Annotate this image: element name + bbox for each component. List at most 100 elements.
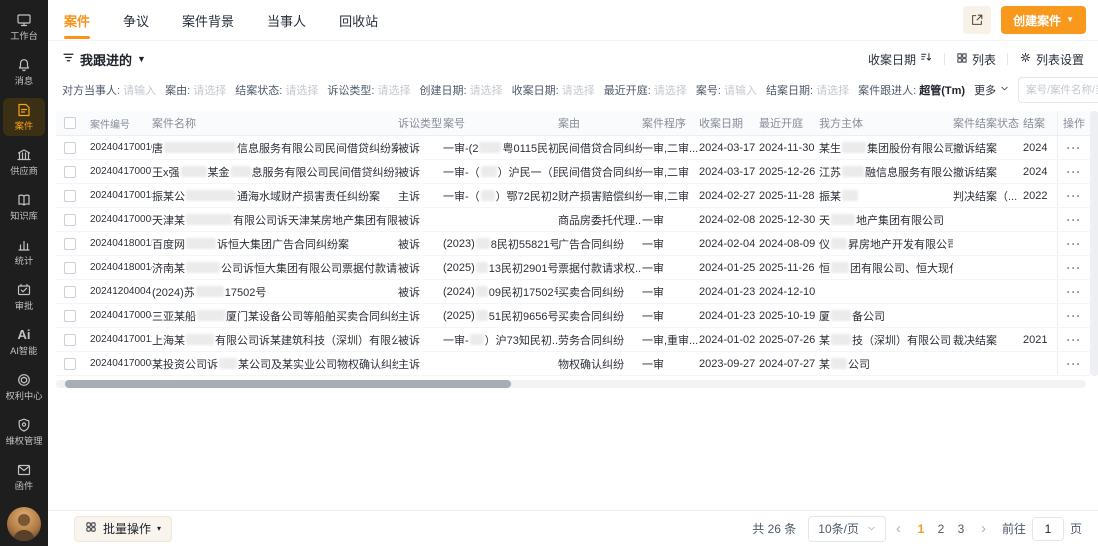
filter-recent-hearing[interactable]: 最近开庭: 请选择: [604, 82, 687, 98]
user-avatar[interactable]: [7, 507, 41, 541]
cell-party: 某技（深圳）有限公司: [819, 334, 951, 347]
row-checkbox[interactable]: [64, 333, 76, 346]
page-3[interactable]: 3: [957, 521, 965, 536]
goto-page-input[interactable]: [1031, 516, 1064, 541]
sort-field-control[interactable]: 收案日期: [868, 51, 933, 68]
sidebar-item-cases[interactable]: 案件: [3, 98, 45, 136]
filter-follower[interactable]: 案件跟进人: 超管(Tm): [858, 82, 965, 98]
sidebar-item-letters[interactable]: 函件: [3, 458, 45, 496]
row-checkbox[interactable]: [64, 285, 76, 298]
list-view-toggle[interactable]: 列表: [956, 51, 996, 68]
prev-page-button[interactable]: ‹: [895, 520, 901, 537]
next-page-button[interactable]: ›: [980, 520, 986, 537]
filter-case-number[interactable]: 案号: 请输入: [696, 82, 757, 98]
sidebar-item-rights-center[interactable]: 权利中心: [3, 368, 45, 406]
sidebar-item-messages[interactable]: 消息: [3, 53, 45, 91]
row-checkbox[interactable]: [64, 237, 76, 250]
case-icon: [18, 103, 30, 117]
row-checkbox[interactable]: [64, 189, 76, 202]
cell-type: 主诉: [398, 190, 420, 203]
cell-party: 厦备公司: [819, 310, 885, 323]
row-actions-button[interactable]: ···: [1066, 284, 1082, 299]
tab-case[interactable]: 案件: [62, 0, 92, 42]
cell-d1: 2024-02-04: [699, 237, 756, 250]
cell-no: 202412040041: [90, 286, 152, 297]
row-actions-button[interactable]: ···: [1066, 188, 1082, 203]
redacted-text: [831, 238, 847, 249]
sidebar-item-suppliers[interactable]: 供应商: [3, 143, 45, 181]
row-checkbox[interactable]: [64, 309, 76, 322]
filter-close-status[interactable]: 结案状态: 请选择: [235, 82, 318, 98]
row-actions-button[interactable]: ···: [1066, 356, 1082, 371]
cell-proc: 一审: [642, 286, 664, 299]
filter-label: 结案日期:: [766, 85, 817, 97]
page-size-select[interactable]: 10条/页: [808, 515, 886, 542]
cell-act: ···: [1057, 328, 1090, 351]
row-actions-button[interactable]: ···: [1066, 236, 1082, 251]
header-checkbox[interactable]: [64, 117, 76, 129]
view-controls: 收案日期 列表 列表设置: [868, 51, 1084, 68]
row-checkbox[interactable]: [64, 165, 76, 178]
cell-num: [443, 352, 558, 375]
row-actions-button[interactable]: ···: [1066, 260, 1082, 275]
export-button[interactable]: [963, 6, 992, 34]
case-table: 案件编号 案件名称 诉讼类型 案号 案由 案件程序 收案日期 最近开庭 我方主体 案件结案状态 结案…: [56, 111, 1098, 376]
sidebar-item-label: 供应商: [10, 166, 38, 177]
tab-case-background[interactable]: 案件背景: [182, 13, 235, 29]
col-header-type: 诉讼类型: [398, 118, 442, 130]
cell-name: 振某公 通海水域财产损害责任纠纷案: [152, 190, 380, 203]
tab-parties[interactable]: 当事人: [267, 13, 307, 29]
sidebar-item-knowledge-base[interactable]: 知识库: [3, 188, 45, 226]
filter-create-date[interactable]: 创建日期: 请选择: [420, 82, 503, 98]
filter-value: 请输入: [724, 85, 757, 97]
table-header-row: 案件编号 案件名称 诉讼类型 案号 案由 案件程序 收案日期 最近开庭 我方主体 案件结案状态 结案…: [56, 111, 1090, 136]
vertical-scrollbar[interactable]: [1090, 111, 1098, 376]
row-checkbox[interactable]: [64, 213, 76, 226]
caret-down-icon: ▼: [137, 53, 146, 64]
sidebar-item-workbench[interactable]: 工作台: [3, 8, 45, 46]
filter-opposing-party[interactable]: 对方当事人: 请输入: [62, 82, 156, 98]
row-actions-button[interactable]: ···: [1066, 140, 1082, 155]
sidebar-item-label: 案件: [14, 121, 34, 132]
cell-proc: 一审,重审...: [642, 334, 699, 347]
col-header-num: 案号: [443, 118, 465, 130]
tab-recycle-bin[interactable]: 回收站: [339, 13, 379, 29]
horizontal-scrollbar-thumb[interactable]: [65, 380, 511, 388]
row-actions-button[interactable]: ···: [1066, 212, 1082, 227]
row-actions-button[interactable]: ···: [1066, 332, 1082, 347]
sidebar-item-approval[interactable]: 审批: [3, 278, 45, 316]
batch-actions-button[interactable]: 批量操作 ▾: [74, 515, 173, 542]
sidebar-item-statistics[interactable]: 统计: [3, 233, 45, 271]
row-actions-button[interactable]: ···: [1066, 164, 1082, 179]
row-checkbox[interactable]: [64, 261, 76, 274]
tab-dispute[interactable]: 争议: [123, 13, 150, 29]
total-count: 共 26 条: [752, 522, 797, 536]
cell-name: (2024)苏 17502号: [152, 286, 267, 299]
create-case-button[interactable]: 创建案件 ▼: [1001, 6, 1086, 34]
page-1[interactable]: 1: [917, 521, 925, 536]
filter-close-date[interactable]: 结案日期: 请选择: [766, 82, 849, 98]
search-input[interactable]: [1026, 84, 1098, 96]
followed-filter-dropdown[interactable]: 我跟进的 ▼: [62, 50, 146, 69]
goto-label: 前往: [1001, 522, 1026, 536]
filter-litigation-type[interactable]: 诉讼类型: 请选择: [327, 82, 410, 98]
cell-cause: 广告合同纠纷: [558, 238, 624, 251]
sidebar-item-ai[interactable]: Ai AI智能: [3, 323, 45, 361]
filter-cause[interactable]: 案由: 请选择: [165, 82, 226, 98]
col-header-sel: [56, 111, 90, 135]
cell-status: 撤诉结案: [953, 142, 997, 155]
more-filters-button[interactable]: 更多: [974, 82, 1009, 98]
filter-accept-date[interactable]: 收案日期: 请选择: [512, 82, 595, 98]
row-checkbox[interactable]: [64, 357, 76, 370]
cell-close: [1023, 280, 1057, 303]
row-checkbox[interactable]: [64, 141, 76, 154]
sidebar-item-rights-protection[interactable]: 维权管理: [3, 413, 45, 451]
cell-no: 202404170010: [90, 142, 152, 153]
redacted-text: [219, 358, 237, 369]
list-settings-button[interactable]: 列表设置: [1019, 51, 1084, 68]
page-2[interactable]: 2: [937, 521, 945, 536]
row-actions-button[interactable]: ···: [1066, 308, 1082, 323]
horizontal-scrollbar-track[interactable]: [56, 380, 1086, 388]
cell-cause: 买卖合同纠纷: [558, 310, 624, 323]
cell-act: ···: [1057, 280, 1090, 303]
